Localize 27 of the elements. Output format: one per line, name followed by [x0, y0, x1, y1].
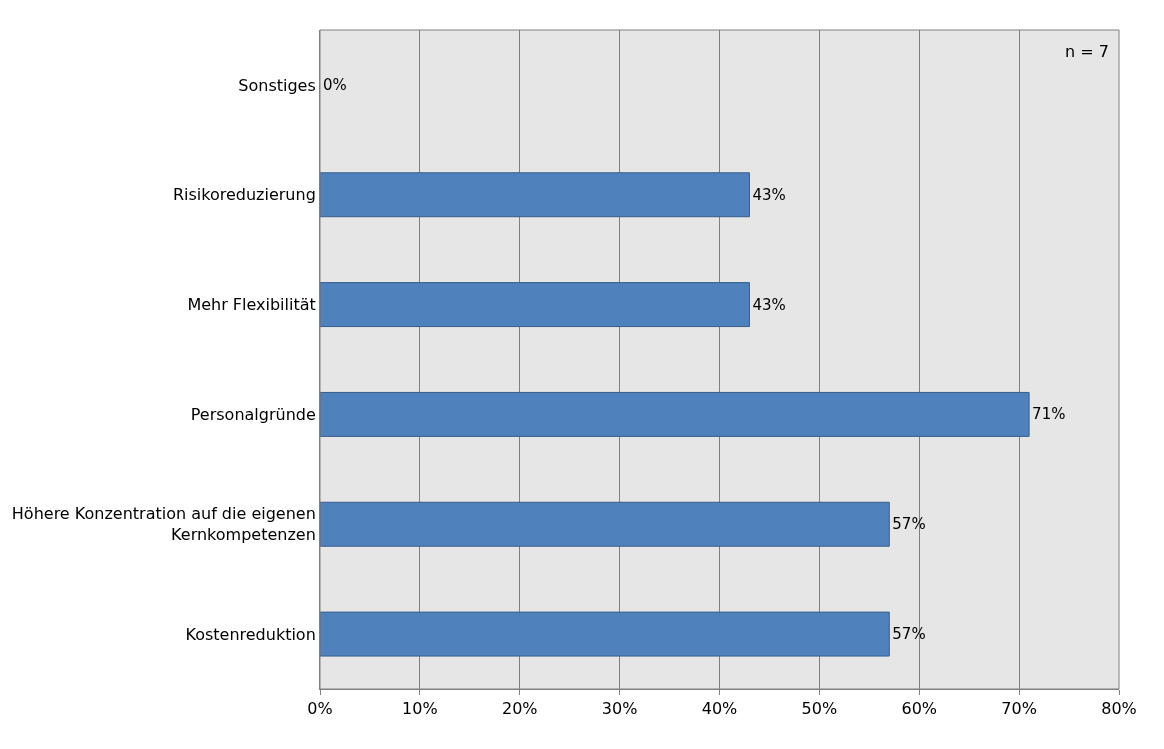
x-tick-label: 70%	[1001, 699, 1037, 719]
data-label: 43%	[752, 295, 786, 314]
bar	[320, 391, 1030, 437]
x-tick-label: 60%	[901, 699, 938, 719]
x-tick-label: 20%	[501, 699, 538, 719]
data-label: 57%	[892, 515, 926, 534]
y-tick-label: Personalgründe	[190, 405, 316, 425]
data-label: 71%	[1032, 405, 1066, 424]
bar	[320, 611, 890, 657]
y-tick-label: Mehr Flexibilität	[187, 295, 316, 315]
x-tick-label: 50%	[801, 699, 838, 719]
y-tick-label: Sonstiges	[238, 75, 316, 95]
x-tick-label: 80%	[1101, 699, 1137, 719]
x-tick-label: 40%	[701, 699, 738, 719]
data-label: 57%	[892, 625, 926, 644]
annotation: n = 7	[1065, 42, 1109, 61]
y-tick-label: Risikoreduzierung	[172, 185, 316, 205]
data-label: 0%	[323, 75, 347, 94]
y-tick-label: Höhere Konzentration auf die eigenen Kernkompetenzen	[11, 504, 316, 545]
x-tick-label: 0%	[307, 699, 333, 719]
bar	[320, 172, 750, 218]
data-label: 43%	[752, 185, 786, 204]
x-tick-label: 30%	[601, 699, 638, 719]
bar	[320, 282, 750, 328]
y-tick-label: Kostenreduktion	[185, 624, 316, 644]
bar	[320, 501, 890, 547]
x-tick-label: 10%	[402, 699, 438, 719]
